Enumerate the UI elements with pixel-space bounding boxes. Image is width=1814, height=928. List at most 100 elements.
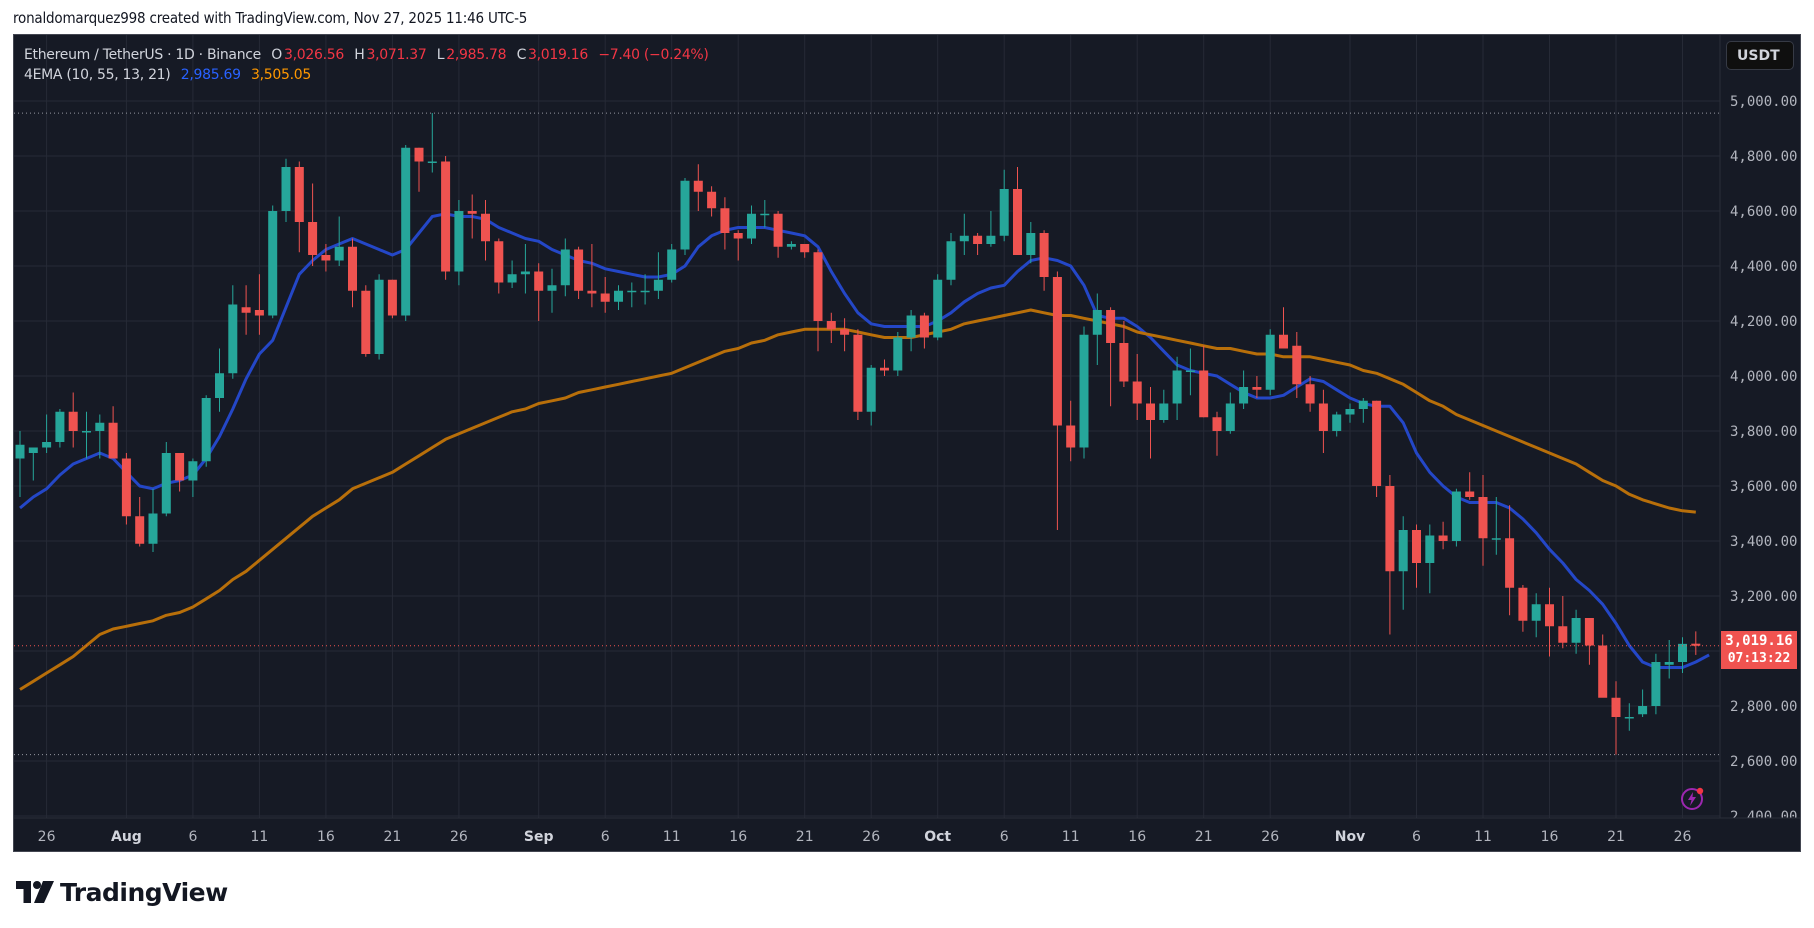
candle[interactable]: [1691, 631, 1701, 655]
candle[interactable]: [281, 158, 291, 222]
candle[interactable]: [1451, 488, 1461, 547]
candle[interactable]: [760, 200, 770, 228]
candle[interactable]: [1545, 587, 1554, 657]
candle[interactable]: [28, 447, 38, 481]
candle[interactable]: [1172, 356, 1182, 420]
candle[interactable]: [148, 488, 158, 552]
candle[interactable]: [747, 205, 756, 245]
candle[interactable]: [42, 414, 52, 454]
candle[interactable]: [1505, 505, 1515, 616]
candle[interactable]: [1638, 689, 1648, 718]
candle[interactable]: [640, 274, 650, 305]
candle[interactable]: [121, 453, 131, 525]
candle[interactable]: [1531, 593, 1541, 638]
candle[interactable]: [800, 244, 810, 258]
candle[interactable]: [401, 145, 411, 321]
candle[interactable]: [627, 282, 637, 308]
candle[interactable]: [228, 285, 238, 379]
candle[interactable]: [1252, 376, 1262, 398]
candle[interactable]: [55, 409, 65, 448]
candle[interactable]: [986, 211, 996, 247]
candle[interactable]: [1132, 354, 1142, 420]
candle[interactable]: [454, 200, 464, 286]
candle[interactable]: [1385, 475, 1395, 635]
candle[interactable]: [1092, 293, 1102, 366]
candle[interactable]: [188, 458, 198, 498]
candle[interactable]: [95, 414, 105, 459]
candle[interactable]: [1013, 167, 1022, 255]
candle[interactable]: [1052, 271, 1062, 531]
currency-button[interactable]: USDT: [1726, 41, 1794, 70]
candle[interactable]: [1624, 703, 1634, 731]
candle[interactable]: [1465, 472, 1475, 500]
candle[interactable]: [614, 285, 623, 310]
candle[interactable]: [933, 274, 943, 341]
candle[interactable]: [334, 216, 344, 267]
candle[interactable]: [1398, 516, 1408, 610]
candle[interactable]: [68, 392, 78, 448]
candle[interactable]: [946, 233, 956, 286]
candlestick-chart[interactable]: 5,000.00 4,800.00 4,600.00 4,400.00 4,200.00…: [14, 35, 1801, 852]
candle[interactable]: [308, 183, 318, 267]
tradingview-logo[interactable]: TradingView: [16, 878, 228, 907]
candle[interactable]: [587, 244, 597, 308]
candle[interactable]: [1305, 376, 1315, 412]
candle[interactable]: [653, 252, 663, 299]
candle[interactable]: [201, 395, 211, 467]
candle[interactable]: [1358, 398, 1368, 423]
candle[interactable]: [15, 431, 25, 497]
candle[interactable]: [1146, 387, 1155, 459]
candle[interactable]: [693, 164, 703, 211]
candle[interactable]: [1079, 326, 1089, 459]
candle[interactable]: [919, 312, 929, 349]
candle[interactable]: [254, 274, 264, 335]
candle[interactable]: [1279, 307, 1288, 349]
candle[interactable]: [481, 200, 490, 261]
candle[interactable]: [840, 318, 850, 352]
candle[interactable]: [893, 332, 903, 376]
candle[interactable]: [973, 233, 983, 255]
candle[interactable]: [1372, 400, 1382, 497]
candle[interactable]: [1611, 681, 1621, 755]
candle[interactable]: [786, 241, 796, 250]
candle[interactable]: [294, 161, 304, 253]
candle[interactable]: [1199, 345, 1209, 418]
candle[interactable]: [1185, 348, 1195, 396]
candle[interactable]: [161, 442, 171, 517]
candle[interactable]: [720, 197, 730, 250]
candle[interactable]: [574, 246, 584, 299]
candle[interactable]: [1558, 596, 1568, 649]
candle[interactable]: [520, 244, 530, 294]
candle[interactable]: [1571, 609, 1581, 654]
candle[interactable]: [1598, 634, 1608, 698]
indicator-title[interactable]: 4EMA (10, 55, 13, 21): [24, 67, 171, 83]
candle[interactable]: [387, 279, 397, 319]
candle[interactable]: [321, 244, 331, 272]
candle[interactable]: [348, 238, 357, 308]
candle[interactable]: [959, 213, 969, 255]
candle[interactable]: [1491, 497, 1501, 555]
candle[interactable]: [547, 268, 557, 313]
symbol-title[interactable]: Ethereum / TetherUS · 1D · Binance: [24, 47, 261, 63]
candle[interactable]: [494, 238, 504, 294]
candle[interactable]: [427, 113, 437, 173]
candle[interactable]: [680, 178, 690, 255]
candle[interactable]: [215, 348, 224, 412]
candle[interactable]: [560, 238, 570, 297]
candle[interactable]: [108, 406, 118, 459]
candle[interactable]: [1066, 400, 1076, 462]
candle[interactable]: [1412, 524, 1421, 588]
candle[interactable]: [866, 365, 876, 426]
candle[interactable]: [773, 211, 783, 258]
candle[interactable]: [853, 329, 863, 420]
candle[interactable]: [82, 411, 91, 459]
candle[interactable]: [1159, 389, 1169, 423]
candle[interactable]: [707, 186, 717, 217]
candle[interactable]: [906, 310, 916, 352]
candle[interactable]: [826, 312, 836, 343]
candle[interactable]: [534, 263, 544, 321]
candle[interactable]: [1239, 370, 1249, 410]
candle[interactable]: [1438, 521, 1448, 550]
candle[interactable]: [880, 359, 889, 377]
candle[interactable]: [1265, 329, 1275, 396]
